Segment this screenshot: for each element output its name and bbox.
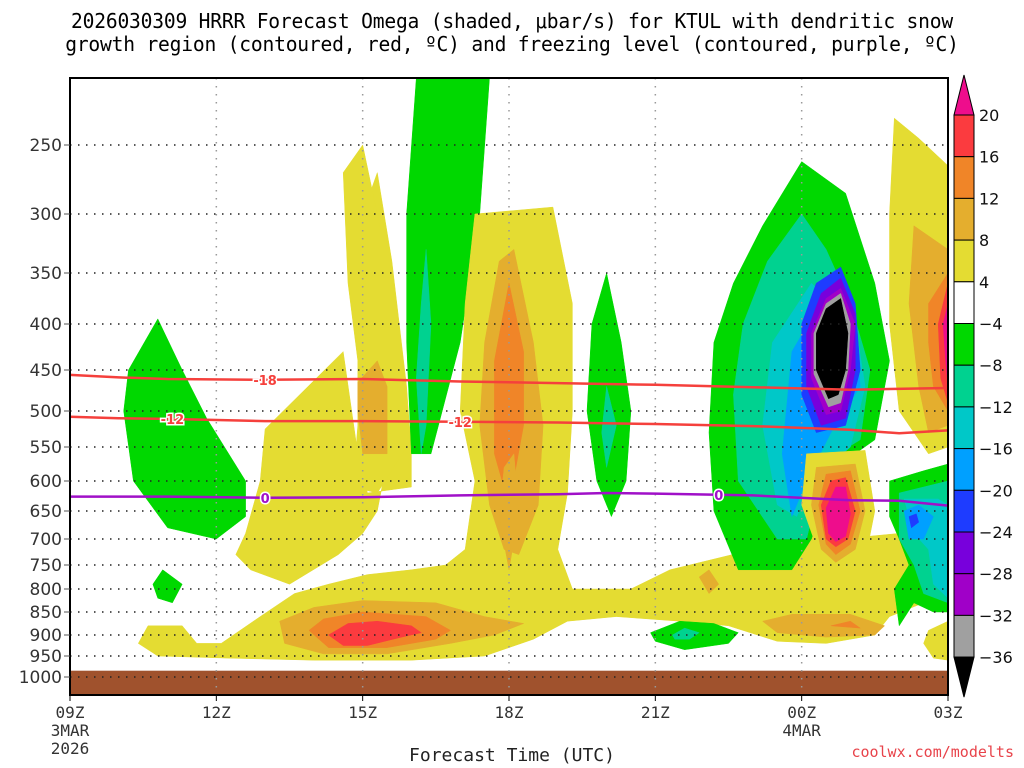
colorbar-bin [953,573,975,616]
colorbar-level-label: −36 [979,648,1013,667]
pressure-tick-label: 500 [30,402,62,422]
colorbar-level-label: 8 [979,231,989,250]
colorbar-bin [953,281,975,324]
time-tick-label: 12Z [202,703,231,722]
colorbar-level-label: 16 [979,148,999,167]
colorbar-level-label: 4 [979,273,989,292]
colorbar-level-label: −16 [979,440,1013,459]
pressure-tick-label: 350 [30,264,62,284]
colorbar-level-label: −4 [979,315,1003,334]
x-axis-title: Forecast Time (UTC) [409,745,615,766]
contour-label: 0 [261,492,270,507]
pressure-tick-label: 550 [30,438,62,458]
temperature-contours: -18 -12 -12 0 0 [70,372,948,508]
colorbar-bin [953,323,975,366]
colorbar-bin [953,197,975,241]
pressure-axis: 250 300 350 400 450 500 550 600 650 700 750 800 850 9… [19,136,70,688]
pressure-tick-label: 650 [30,502,62,522]
time-tick-label: 15Z [348,703,377,722]
omega-region [138,206,948,661]
omega-region [942,303,948,387]
pressure-tick-label: 950 [30,647,62,667]
pressure-tick-label: 800 [30,580,62,600]
omega-region [908,513,919,529]
colorbar-level-label: −24 [979,523,1013,542]
time-tick-label: 21Z [641,703,670,722]
colorbar-level-label: 12 [979,189,999,208]
colorbar-bin [953,114,975,158]
pressure-tick-label: 300 [30,205,62,225]
time-tick-label: 18Z [495,703,524,722]
colorbar-level-label: −12 [979,398,1013,417]
contour-line [70,415,948,435]
colorbar-min-arrow [953,656,975,698]
pressure-tick-label: 600 [30,472,62,492]
pressure-tick-label: 850 [30,603,62,623]
chart-title-line-2: growth region (contoured, red, ºC) and f… [65,32,959,56]
omega-region [923,620,948,661]
colorbar-bin [953,239,975,283]
omega-region [152,569,183,604]
omega-region [498,453,520,571]
omega-shading [123,78,948,661]
pressure-tick-label: 250 [30,136,62,156]
pressure-tick-label: 1000 [19,668,62,688]
colorbar-bin [953,364,975,408]
contour-line [70,373,948,391]
time-tick-label: 00Z [787,703,816,722]
omega-region [672,627,700,640]
date-tick-label: 3MAR [51,721,90,740]
colorbar-level-label: 20 [979,106,999,125]
colorbar-level-label: −20 [979,481,1013,500]
pressure-tick-label: 700 [30,530,62,550]
contour-label: 0 [714,489,723,504]
chart-title-line-1: 2026030309 HRRR Forecast Omega (shaded, … [71,9,953,33]
colorbar-bin [953,156,975,199]
pressure-tick-label: 900 [30,626,62,646]
colorbar-level-label: −32 [979,606,1013,625]
date-tick-label: 4MAR [782,721,821,740]
omega-region [586,272,632,517]
omega-colorbar: 20 16 12 8 4 −4 −8 −12 −16 −20 −24 −28 −32 −36 [953,74,1013,698]
contour-line [70,491,948,507]
pressure-tick-label: 400 [30,315,62,335]
omega-region [830,620,861,629]
pressure-tick-label: 450 [30,361,62,381]
colorbar-bin [953,531,975,575]
omega-region [123,318,246,540]
omega-region [601,386,617,468]
colorbar-bin [953,448,975,491]
time-tick-label: 03Z [934,703,963,722]
pressure-tick-label: 750 [30,556,62,576]
omega-region [357,360,388,455]
time-tick-label: 09Z [56,703,85,722]
contour-label: -18 [253,374,277,389]
ground-fill [70,670,948,695]
contour-label: -12 [448,416,472,431]
colorbar-bin [953,406,975,450]
source-credit-link[interactable]: coolwx.com/modelts [851,743,1014,761]
omega-region [698,569,719,594]
colorbar-bin [953,614,975,658]
colorbar-bin [953,489,975,533]
colorbar-max-arrow [953,74,975,116]
contour-label: -12 [161,413,185,428]
colorbar-level-label: −8 [979,356,1003,375]
date-tick-label: 2026 [51,739,90,758]
colorbar-level-label: −28 [979,565,1013,584]
ground-below-surface [70,670,948,695]
omega-region [328,620,422,646]
omega-region [816,298,849,399]
